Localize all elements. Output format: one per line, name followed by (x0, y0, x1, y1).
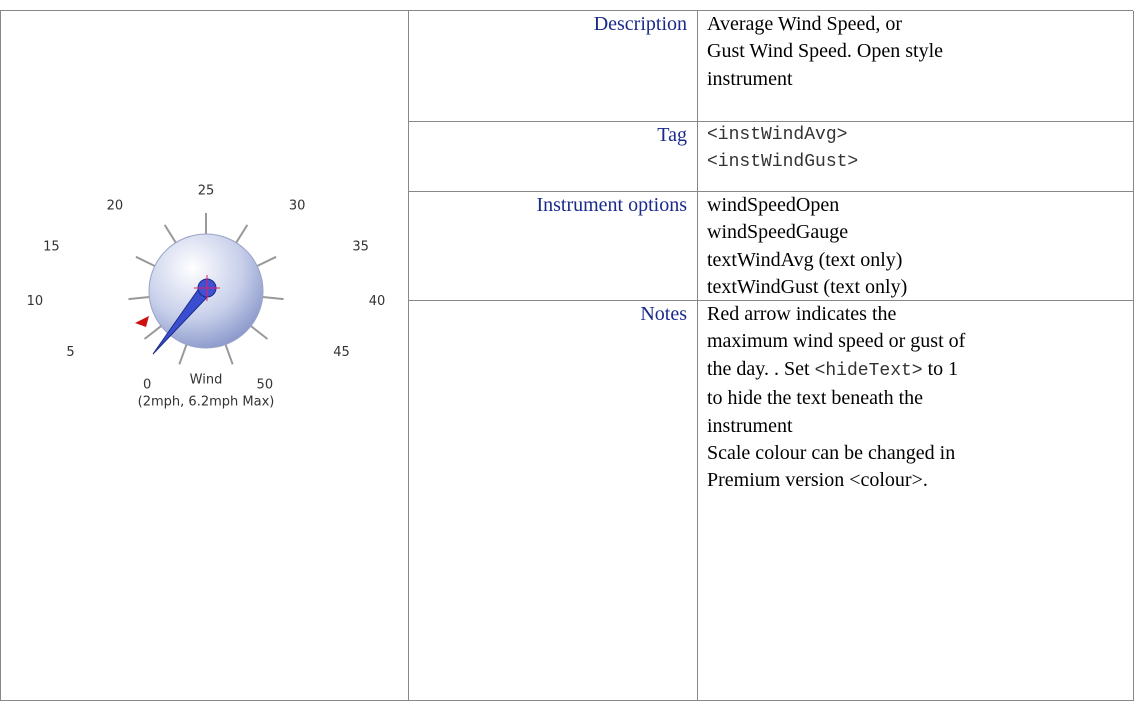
text-line: windSpeedOpen (707, 192, 1133, 219)
text-line: <instWindAvg> (707, 122, 1133, 149)
inline-code: <hideText> (815, 361, 923, 381)
tick-mark (257, 257, 276, 266)
tick-label: 0 (143, 377, 151, 392)
tick-label: 10 (27, 294, 44, 309)
row-label: Tag (409, 122, 698, 192)
gauge-reading: (2mph, 6.2mph Max) (138, 395, 275, 410)
text-line: instrument (707, 413, 1133, 440)
tick-mark (165, 225, 176, 243)
row-label: Description (409, 11, 698, 122)
text-line: Scale colour can be changed in (707, 440, 1133, 467)
gauge-title: Wind (190, 373, 223, 388)
text-line: Average Wind Speed, or (707, 11, 1133, 38)
tick-label: 30 (289, 199, 306, 214)
tick-label: 45 (333, 345, 350, 360)
text: windSpeedOpen (707, 194, 839, 216)
text: Premium version <colour>. (707, 469, 928, 491)
text: instrument (707, 415, 793, 437)
tick-mark (179, 345, 186, 365)
tick-label: 5 (66, 345, 74, 360)
text: Average Wind Speed, or (707, 13, 902, 35)
text-line: textWindGust (text only) (707, 274, 1133, 301)
row-label: Notes (409, 301, 698, 701)
text-line: windSpeedGauge (707, 219, 1133, 246)
text: to hide the text beneath the (707, 387, 923, 409)
text: instrument (707, 68, 793, 90)
max-arrow (135, 316, 149, 327)
text-line: to hide the text beneath the (707, 385, 1133, 412)
tick-label: 50 (257, 377, 274, 392)
tick-label: 25 (198, 184, 215, 199)
text-line: maximum wind speed or gust of (707, 328, 1133, 355)
text: the day. . Set (707, 358, 815, 380)
tick-mark (263, 297, 284, 299)
text: Red arrow indicates the (707, 303, 896, 325)
text: to 1 (923, 358, 959, 380)
text: textWindGust (text only) (707, 276, 907, 298)
text-line: Premium version <colour>. (707, 467, 1133, 494)
text-line: Red arrow indicates the (707, 301, 1133, 328)
text-line: <instWindGust> (707, 149, 1133, 176)
tick-label: 40 (369, 294, 386, 309)
text-line: Gust Wind Speed. Open style (707, 38, 1133, 65)
text: Scale colour can be changed in (707, 442, 955, 464)
row-label: Instrument options (409, 192, 698, 301)
tick-label: 20 (107, 199, 124, 214)
tick-label: 15 (43, 240, 60, 255)
tick-mark (251, 326, 268, 339)
tick-mark (145, 326, 162, 339)
row-value: Average Wind Speed, or Gust Wind Speed. O… (698, 11, 1134, 122)
text-line: the day. . Set <hideText> to 1 (707, 356, 1133, 385)
text-line: instrument (707, 66, 1133, 93)
text: windSpeedGauge (707, 221, 848, 243)
tick-mark (236, 225, 247, 243)
tick-mark (225, 345, 232, 365)
text: <instWindGust> (707, 152, 858, 172)
tick-label: 35 (352, 240, 369, 255)
text: maximum wind speed or gust of (707, 330, 965, 352)
tick-mark (128, 297, 149, 299)
row-value: Red arrow indicates the maximum wind spee… (698, 301, 1134, 701)
tick-mark (136, 257, 155, 266)
text: <instWindAvg> (707, 125, 847, 145)
text-line: textWindAvg (text only) (707, 247, 1133, 274)
row-value: windSpeedOpen windSpeedGauge textWindAvg (… (698, 192, 1134, 301)
text: Gust Wind Speed. Open style (707, 40, 943, 62)
row-value: <instWindAvg> <instWindGust> (698, 122, 1134, 192)
text: textWindAvg (text only) (707, 249, 902, 271)
